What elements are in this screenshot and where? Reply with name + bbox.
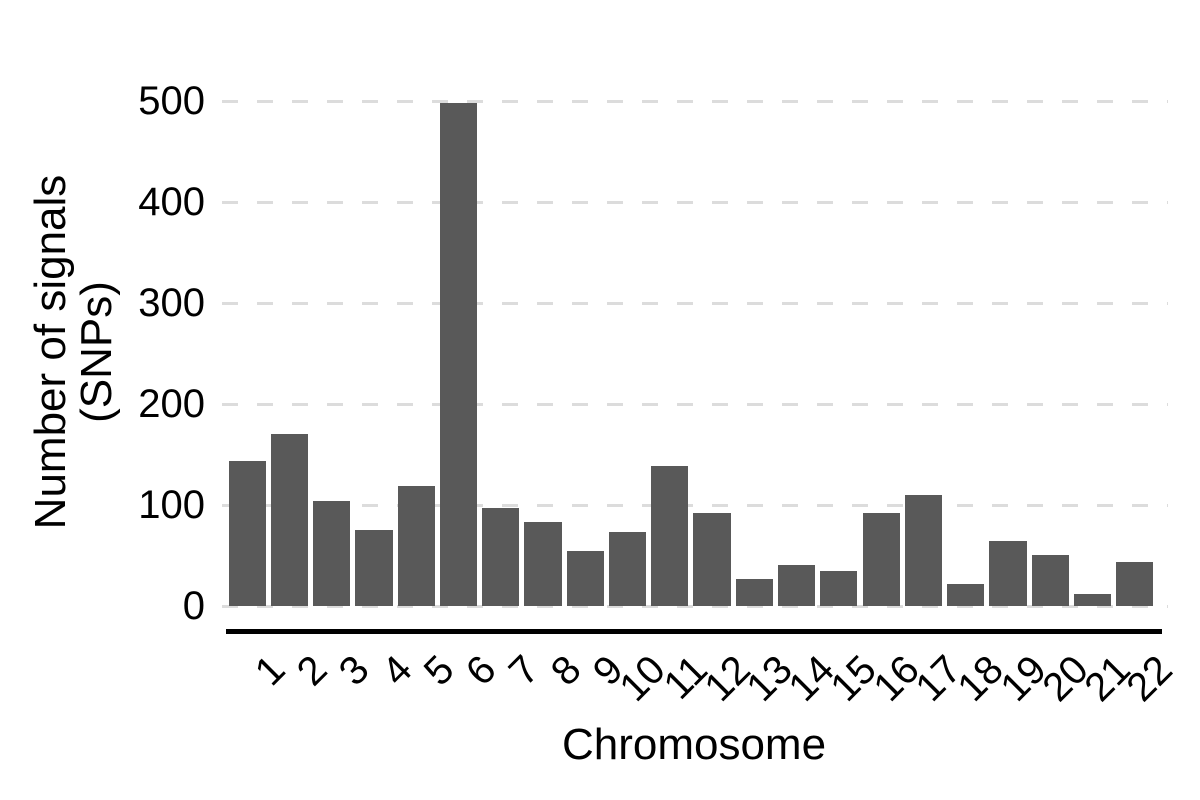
x-tick-label-4: 4	[373, 647, 421, 695]
x-tick-label-7: 7	[500, 647, 548, 695]
bar-slot-chr-16	[860, 96, 902, 606]
bar-slot-chr-18	[945, 96, 987, 606]
bar-chr-6	[439, 103, 478, 606]
bar-chr-1	[228, 461, 266, 606]
gridline-300	[222, 301, 1168, 305]
y-tick-label-300: 300	[138, 281, 205, 325]
bar-chr-5	[397, 486, 435, 606]
bar-slot-chr-9	[564, 96, 606, 606]
bar-chr-3	[313, 501, 351, 606]
bar-slot-chr-1	[226, 96, 268, 606]
x-tick-label-3: 3	[331, 647, 379, 695]
gridline-400	[222, 200, 1168, 204]
bar-chr-21	[1073, 594, 1112, 606]
bar-slot-chr-2	[268, 96, 310, 606]
bar-chr-9	[566, 551, 604, 606]
bar-chr-14	[777, 565, 816, 606]
bar-chr-20	[1031, 555, 1069, 606]
bar-chr-15	[820, 571, 858, 606]
gridline-500	[222, 99, 1168, 103]
bar-chr-16	[862, 513, 900, 606]
x-axis-title: Chromosome	[561, 720, 827, 769]
gridline-200	[222, 402, 1168, 406]
gridline-100	[222, 503, 1168, 507]
bar-chr-11	[651, 466, 689, 606]
bar-chr-7	[482, 508, 520, 606]
bar-slot-chr-8	[522, 96, 564, 606]
y-tick-label-200: 200	[138, 382, 205, 426]
bar-slot-chr-6	[437, 96, 479, 606]
bar-chr-22	[1116, 562, 1154, 606]
bar-slot-chr-7	[480, 96, 522, 606]
x-axis-line	[226, 629, 1162, 634]
bar-chr-18	[947, 584, 985, 606]
x-tick-label-8: 8	[542, 647, 590, 695]
bar-slot-chr-21	[1071, 96, 1113, 606]
y-tick-label-0: 0	[182, 584, 205, 628]
bar-chr-2	[270, 434, 308, 606]
bar-slot-chr-15	[818, 96, 860, 606]
bar-slot-chr-4	[353, 96, 395, 606]
bar-chr-12	[693, 513, 731, 606]
y-tick-label-400: 400	[138, 180, 205, 224]
y-tick-label-100: 100	[138, 483, 205, 527]
x-tick-label-22: 22	[1118, 647, 1182, 710]
bar-slot-chr-17	[902, 96, 944, 606]
bar-slot-chr-22	[1114, 96, 1156, 606]
bar-slot-chr-10	[606, 96, 648, 606]
x-tick-label-1: 1	[246, 647, 294, 695]
gridline-0	[222, 604, 1168, 608]
bar-chr-17	[904, 495, 942, 606]
bar-slot-chr-20	[1029, 96, 1071, 606]
bar-slot-chr-11	[649, 96, 691, 606]
x-tick-label-2: 2	[288, 647, 336, 695]
bar-chr-19	[989, 541, 1027, 606]
x-tick-label-5: 5	[415, 647, 463, 695]
bar-slot-chr-5	[395, 96, 437, 606]
x-tick-label-6: 6	[458, 647, 505, 695]
bars-container	[226, 96, 1156, 606]
bar-slot-chr-3	[311, 96, 353, 606]
bar-chr-4	[355, 530, 393, 606]
y-tick-label-500: 500	[138, 79, 205, 123]
bar-slot-chr-19	[987, 96, 1029, 606]
bar-slot-chr-13	[733, 96, 775, 606]
bar-chr-10	[608, 532, 647, 606]
bar-slot-chr-12	[691, 96, 733, 606]
bar-chr-13	[735, 579, 773, 606]
bar-slot-chr-14	[775, 96, 817, 606]
bar-chr-8	[524, 522, 562, 606]
